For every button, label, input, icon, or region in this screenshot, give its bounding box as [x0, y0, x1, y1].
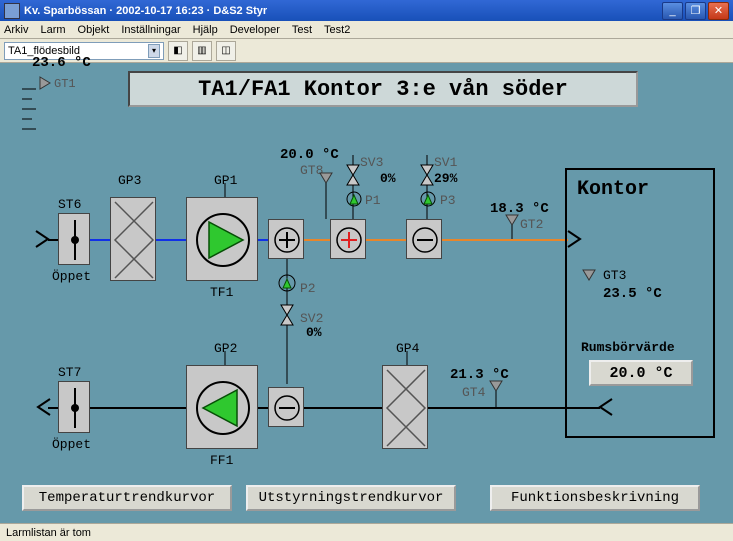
toolbar: TA1_flödesbild ▾ ◧ ▥ ◫ — [0, 39, 733, 63]
gt3-value: 23.5 °C — [603, 286, 662, 302]
st7-label: ST7 — [58, 365, 81, 380]
chevron-down-icon: ▾ — [148, 44, 160, 58]
st6-block[interactable] — [58, 213, 90, 265]
gp1-line-icon — [218, 183, 232, 201]
trend-temp-label: Temperaturtrendkurvor — [39, 490, 215, 506]
gt2-sensor-icon — [506, 215, 520, 241]
maximize-button[interactable]: ❐ — [685, 2, 706, 20]
menu-objekt[interactable]: Objekt — [78, 24, 110, 36]
diagram-title: TA1/FA1 Kontor 3:e vån söder — [198, 77, 568, 102]
tf1-label: TF1 — [210, 285, 233, 300]
gt3-sensor-icon — [583, 270, 597, 284]
close-button[interactable]: ✕ — [708, 2, 729, 20]
p1-pump-icon — [346, 191, 362, 207]
menu-test[interactable]: Test — [292, 24, 312, 36]
status-bar: Larmlistan är tom — [0, 523, 733, 541]
ff1-label: FF1 — [210, 453, 233, 468]
return-cooler-block[interactable] — [268, 387, 304, 427]
menu-bar: Arkiv Larm Objekt Inställningar Hjälp De… — [0, 21, 733, 39]
gt4-label: GT4 — [462, 385, 485, 400]
toolbar-button-3[interactable]: ◫ — [216, 41, 236, 61]
sv3-pct: 0% — [380, 171, 396, 186]
st6-label: ST6 — [58, 197, 81, 212]
gp2-line-icon — [218, 351, 232, 369]
heater2-block[interactable] — [330, 219, 366, 259]
p2-sv2-loop-icon — [278, 259, 296, 329]
minimize-button[interactable]: _ — [662, 2, 683, 20]
trend-temp-button[interactable]: Temperaturtrendkurvor — [22, 485, 232, 511]
setpoint-button[interactable]: 20.0 °C — [589, 360, 693, 386]
toolbar-button-1[interactable]: ◧ — [168, 41, 188, 61]
gt3-label: GT3 — [603, 268, 626, 283]
sv2-label: SV2 — [300, 311, 323, 326]
p3-label: P3 — [440, 193, 456, 208]
cooler-block[interactable] — [406, 219, 442, 259]
trend-output-label: Utstyrningstrendkurvor — [259, 490, 444, 506]
p1-label: P1 — [365, 193, 381, 208]
sv1-label: SV1 — [434, 155, 457, 170]
kontor-title: Kontor — [577, 178, 649, 201]
st7-block[interactable] — [58, 381, 90, 433]
p2-label: P2 — [300, 281, 316, 296]
p2-connector-icon — [278, 329, 296, 384]
st7-state: Öppet — [52, 437, 91, 452]
menu-installningar[interactable]: Inställningar — [121, 24, 180, 36]
sv1-pct: 29% — [434, 171, 457, 186]
window-titlebar: Kv. Sparbössan · 2002-10-17 16:23 · D&S2… — [0, 0, 733, 21]
sv3-label: SV3 — [360, 155, 383, 170]
heater1-block[interactable] — [268, 219, 304, 259]
tf1-block[interactable] — [186, 197, 258, 281]
p3-pump-icon — [420, 191, 436, 207]
sv3-valve-icon — [344, 155, 362, 219]
setpoint-value: 20.0 °C — [609, 365, 672, 382]
gp4-line-icon — [400, 351, 414, 369]
app-icon — [4, 3, 20, 19]
gt4-sensor-icon — [490, 381, 504, 409]
setpoint-label: Rumsbörvärde — [581, 340, 675, 355]
gt8-value: 20.0 °C — [280, 147, 339, 163]
gt1-scale-icon: GT1 — [22, 77, 82, 137]
gp3-label: GP3 — [118, 173, 141, 188]
kontor-panel: Kontor GT3 23.5 °C Rumsbörvärde 20.0 °C — [565, 168, 715, 438]
sv2-pct: 0% — [306, 325, 322, 340]
menu-arkiv[interactable]: Arkiv — [4, 24, 28, 36]
ff1-block[interactable] — [186, 365, 258, 449]
menu-hjalp[interactable]: Hjälp — [193, 24, 218, 36]
sv1-valve-icon — [418, 155, 436, 219]
gt1-label: GT1 — [54, 77, 76, 91]
diagram-title-box: TA1/FA1 Kontor 3:e vån söder — [128, 71, 638, 107]
hmi-canvas: TA1/FA1 Kontor 3:e vån söder 23.6 °C GT1… — [0, 63, 733, 523]
trend-output-button[interactable]: Utstyrningstrendkurvor — [246, 485, 456, 511]
st6-state: Öppet — [52, 269, 91, 284]
func-desc-button[interactable]: Funktionsbeskrivning — [490, 485, 700, 511]
gp4-block[interactable] — [382, 365, 428, 449]
toolbar-button-2[interactable]: ▥ — [192, 41, 212, 61]
gt8-sensor-icon — [320, 173, 334, 219]
status-text: Larmlistan är tom — [6, 527, 91, 539]
gt2-label: GT2 — [520, 217, 543, 232]
menu-larm[interactable]: Larm — [40, 24, 65, 36]
menu-test2[interactable]: Test2 — [324, 24, 350, 36]
func-desc-label: Funktionsbeskrivning — [511, 490, 679, 506]
gt1-value: 23.6 °C — [32, 55, 91, 71]
menu-developer[interactable]: Developer — [230, 24, 280, 36]
gp3-block[interactable] — [110, 197, 156, 281]
window-title: Kv. Sparbössan · 2002-10-17 16:23 · D&S2… — [24, 5, 660, 17]
